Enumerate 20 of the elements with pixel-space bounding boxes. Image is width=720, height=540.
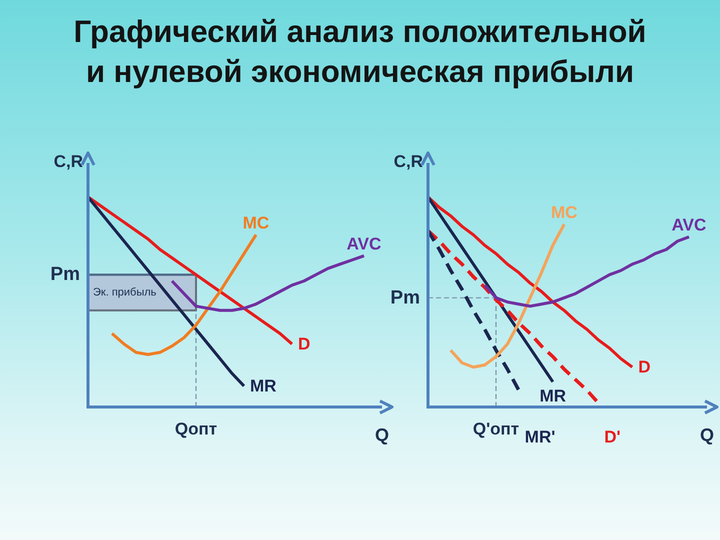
chart-title: Графический анализ положительной и нулевой экономическая прибыли [74, 14, 646, 89]
x-axis-title: Q [700, 425, 714, 445]
series-label: MC [550, 202, 578, 222]
series-label: D' [604, 428, 621, 446]
series-label: AVC [672, 215, 706, 234]
series-label: MR [250, 376, 276, 396]
text: MR' [524, 428, 556, 446]
x-axis-title: Q [374, 425, 390, 445]
series-label: D [638, 358, 651, 377]
text: Q'опт [472, 420, 520, 438]
y-axis-title: C,R [394, 152, 423, 171]
series-label: MR [540, 386, 566, 406]
series-label: AVC [346, 234, 382, 254]
series-label: D [298, 334, 310, 354]
series-label: MC [242, 213, 270, 232]
band-label: Эк. прибыль [93, 286, 157, 299]
y-axis-title: C,R [54, 152, 83, 171]
ref-line-label: Pm [50, 264, 80, 286]
text: Qопт [174, 420, 218, 438]
ref-line-label: Pm [390, 287, 420, 308]
